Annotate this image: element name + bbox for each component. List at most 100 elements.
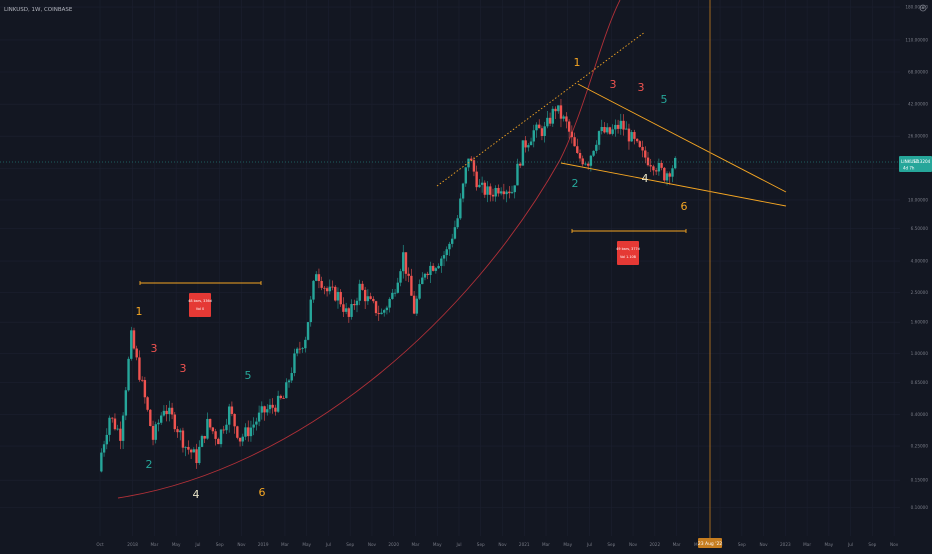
candle-body	[369, 296, 372, 299]
candle-body	[597, 131, 601, 145]
candle-body	[206, 418, 209, 439]
candle-body	[358, 283, 361, 301]
candle-body	[200, 436, 204, 447]
candle-body	[497, 187, 500, 194]
candle-body	[606, 127, 609, 133]
candle-body	[271, 404, 274, 408]
candle-body	[323, 287, 326, 289]
candle-body	[227, 406, 231, 425]
trend-layer	[436, 31, 787, 207]
candle-body	[404, 252, 408, 274]
candle-body	[391, 292, 394, 299]
wave-label: 1	[136, 305, 143, 318]
candle-body	[478, 184, 481, 188]
candle-body	[619, 120, 623, 129]
parabolic-arc	[117, 0, 621, 499]
candle-body	[480, 182, 484, 185]
candle-body	[344, 308, 348, 312]
x-tick-label: Nov	[890, 542, 899, 547]
x-tick-label: Jul	[194, 542, 200, 547]
candle-body	[508, 191, 511, 194]
candle-body	[581, 158, 584, 165]
wave-label: 3	[638, 81, 645, 94]
candle-body	[157, 422, 160, 425]
candle-body	[179, 430, 182, 433]
candle-body	[616, 124, 620, 129]
y-tick-label: 1.00000	[911, 351, 929, 356]
x-tick-label: Jul	[586, 542, 592, 547]
candle-body	[374, 301, 378, 314]
candle-body	[116, 428, 119, 430]
candle-body	[151, 426, 155, 440]
candle-body	[472, 160, 476, 172]
candle-body	[410, 275, 413, 296]
candle-body	[489, 186, 492, 195]
candle-body	[399, 271, 402, 283]
candle-body	[217, 438, 220, 445]
y-tick-label: 2.50000	[911, 290, 929, 295]
candle-body	[421, 277, 424, 285]
candle-body	[244, 427, 247, 437]
candle-body	[494, 187, 497, 197]
x-tick-label: Mar	[803, 542, 811, 547]
candle-body	[189, 449, 193, 453]
candle-body	[423, 273, 427, 278]
candle-body	[586, 163, 590, 166]
candle-body	[331, 286, 334, 288]
x-tick-label: 2021	[519, 542, 530, 547]
candle-body	[654, 170, 658, 172]
x-tick-label: Jul	[847, 542, 853, 547]
candle-body	[247, 427, 250, 437]
candle-body	[551, 108, 555, 124]
candle-body	[105, 434, 108, 445]
candle-body	[342, 304, 345, 312]
candle-body	[334, 286, 337, 301]
candle-body	[353, 304, 356, 306]
candle-body	[135, 348, 138, 358]
candle-body	[211, 427, 215, 432]
y-tick-label: 1.60000	[911, 320, 929, 325]
candle-body	[290, 373, 293, 381]
candle-body	[127, 358, 130, 391]
x-tick-label: Jul	[325, 542, 331, 547]
y-tick-label: 110.00000	[905, 37, 928, 42]
range-layer: 48 bars, 336d Vol 0 49 bars, 377d Vol 1.10B	[139, 229, 687, 317]
price-badge-countdown: 4d 7h	[903, 166, 915, 171]
candle-body	[442, 255, 446, 259]
candle-body	[673, 157, 677, 169]
candle-body	[320, 280, 323, 288]
candle-body	[312, 280, 315, 300]
candle-body	[608, 127, 612, 134]
candle-body	[464, 167, 467, 184]
settings-icon[interactable]	[919, 4, 927, 12]
candle-body	[559, 105, 563, 119]
candle-body	[225, 424, 228, 431]
candle-body	[241, 436, 244, 442]
candle-body	[203, 436, 206, 439]
candle-body	[355, 300, 359, 306]
candle-body	[418, 284, 421, 299]
x-tick-label: Mar	[150, 542, 158, 547]
x-tick-label: May	[302, 542, 311, 547]
candle-body	[407, 273, 410, 276]
wedge-lower-line	[560, 162, 787, 207]
candle-body	[614, 124, 617, 130]
y-tick-label: 0.40000	[911, 412, 929, 417]
x-tick-label: Sep	[738, 542, 746, 547]
symbol-title: LINKUSD, 1W, COINBASE	[4, 7, 73, 13]
candle-body	[622, 120, 625, 130]
y-tick-label: 42.00000	[908, 102, 928, 107]
x-tick-label: Nov	[629, 542, 638, 547]
wave-label: 3	[610, 78, 617, 91]
candle-body	[491, 194, 495, 197]
candle-body	[402, 252, 405, 272]
candle-body	[538, 124, 541, 129]
range-box-line2: Vol 0	[196, 307, 204, 311]
candle-body	[644, 150, 647, 158]
x-tick-label: Sep	[477, 542, 485, 547]
dotted-trendline	[436, 31, 646, 187]
x-tick-label: May	[172, 542, 181, 547]
x-tick-label: Jul	[455, 542, 461, 547]
